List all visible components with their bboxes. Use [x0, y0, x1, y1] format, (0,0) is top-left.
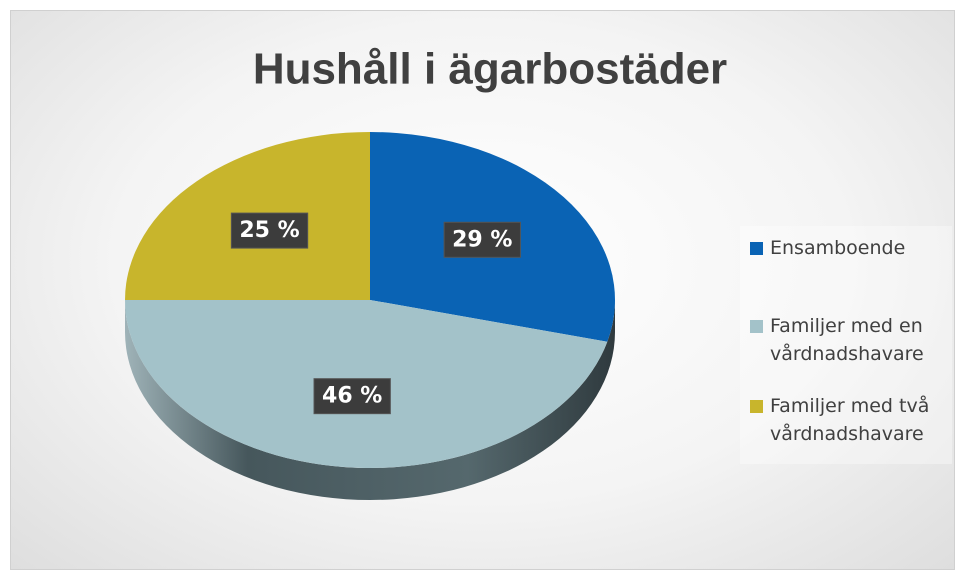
- legend: Ensamboende Familjer med en vårdnadshavar…: [740, 226, 952, 464]
- legend-swatch: [750, 320, 763, 333]
- legend-swatch: [750, 242, 763, 255]
- legend-label: Familjer med en vårdnadshavare: [770, 315, 924, 365]
- legend-entry: Familjer med två vårdnadshavare: [750, 392, 940, 448]
- data-label-box: [313, 378, 391, 415]
- data-label: 29 %: [452, 227, 512, 252]
- legend-entry: Ensamboende: [750, 234, 940, 262]
- data-label-box: [230, 212, 309, 249]
- chart-title: Hushåll i ägarbostäder: [253, 45, 727, 94]
- data-label-box: [443, 221, 521, 258]
- pie-side: [125, 300, 615, 500]
- legend-label: Ensamboende: [770, 237, 906, 259]
- legend-swatch: [750, 400, 763, 413]
- data-label: 25 %: [239, 218, 299, 243]
- legend-entry: Familjer med en vårdnadshavare: [750, 312, 940, 368]
- legend-label: Familjer med två vårdnadshavare: [770, 395, 930, 445]
- data-label: 46 %: [322, 384, 382, 409]
